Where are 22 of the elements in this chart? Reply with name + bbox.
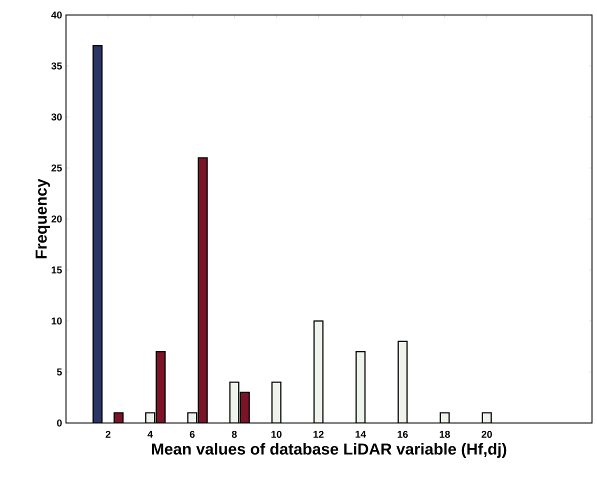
y-tick-label: 40: [51, 11, 62, 19]
y-tick-label: 5: [56, 368, 62, 376]
y-tick-label: 0: [57, 419, 62, 427]
x-tick-label: 20: [482, 430, 492, 438]
x-tick-label: 2: [106, 430, 110, 438]
x-tick-label: 8: [232, 430, 237, 438]
y-tick-label: 20: [51, 215, 62, 223]
x-tick-label: 14: [356, 430, 366, 438]
y-tick-label: 35: [51, 62, 62, 70]
y-tick-label: 25: [51, 164, 62, 172]
y-tick-label: 10: [52, 317, 62, 325]
y-tick-label: 30: [51, 113, 62, 121]
x-tick-label: 12: [314, 430, 324, 438]
x-tick-label: 6: [190, 430, 195, 438]
x-tick-label: 4: [148, 430, 153, 438]
x-tick-label: 16: [398, 430, 408, 438]
y-axis-title: Frequency: [36, 178, 50, 258]
x-tick-label: 18: [440, 430, 450, 438]
bar: [313, 320, 324, 423]
y-tick-label: 15: [52, 266, 62, 274]
x-axis-title: Mean values of database LiDAR variable (Hf,dj): [152, 443, 506, 458]
x-tick-label: 10: [271, 430, 282, 438]
